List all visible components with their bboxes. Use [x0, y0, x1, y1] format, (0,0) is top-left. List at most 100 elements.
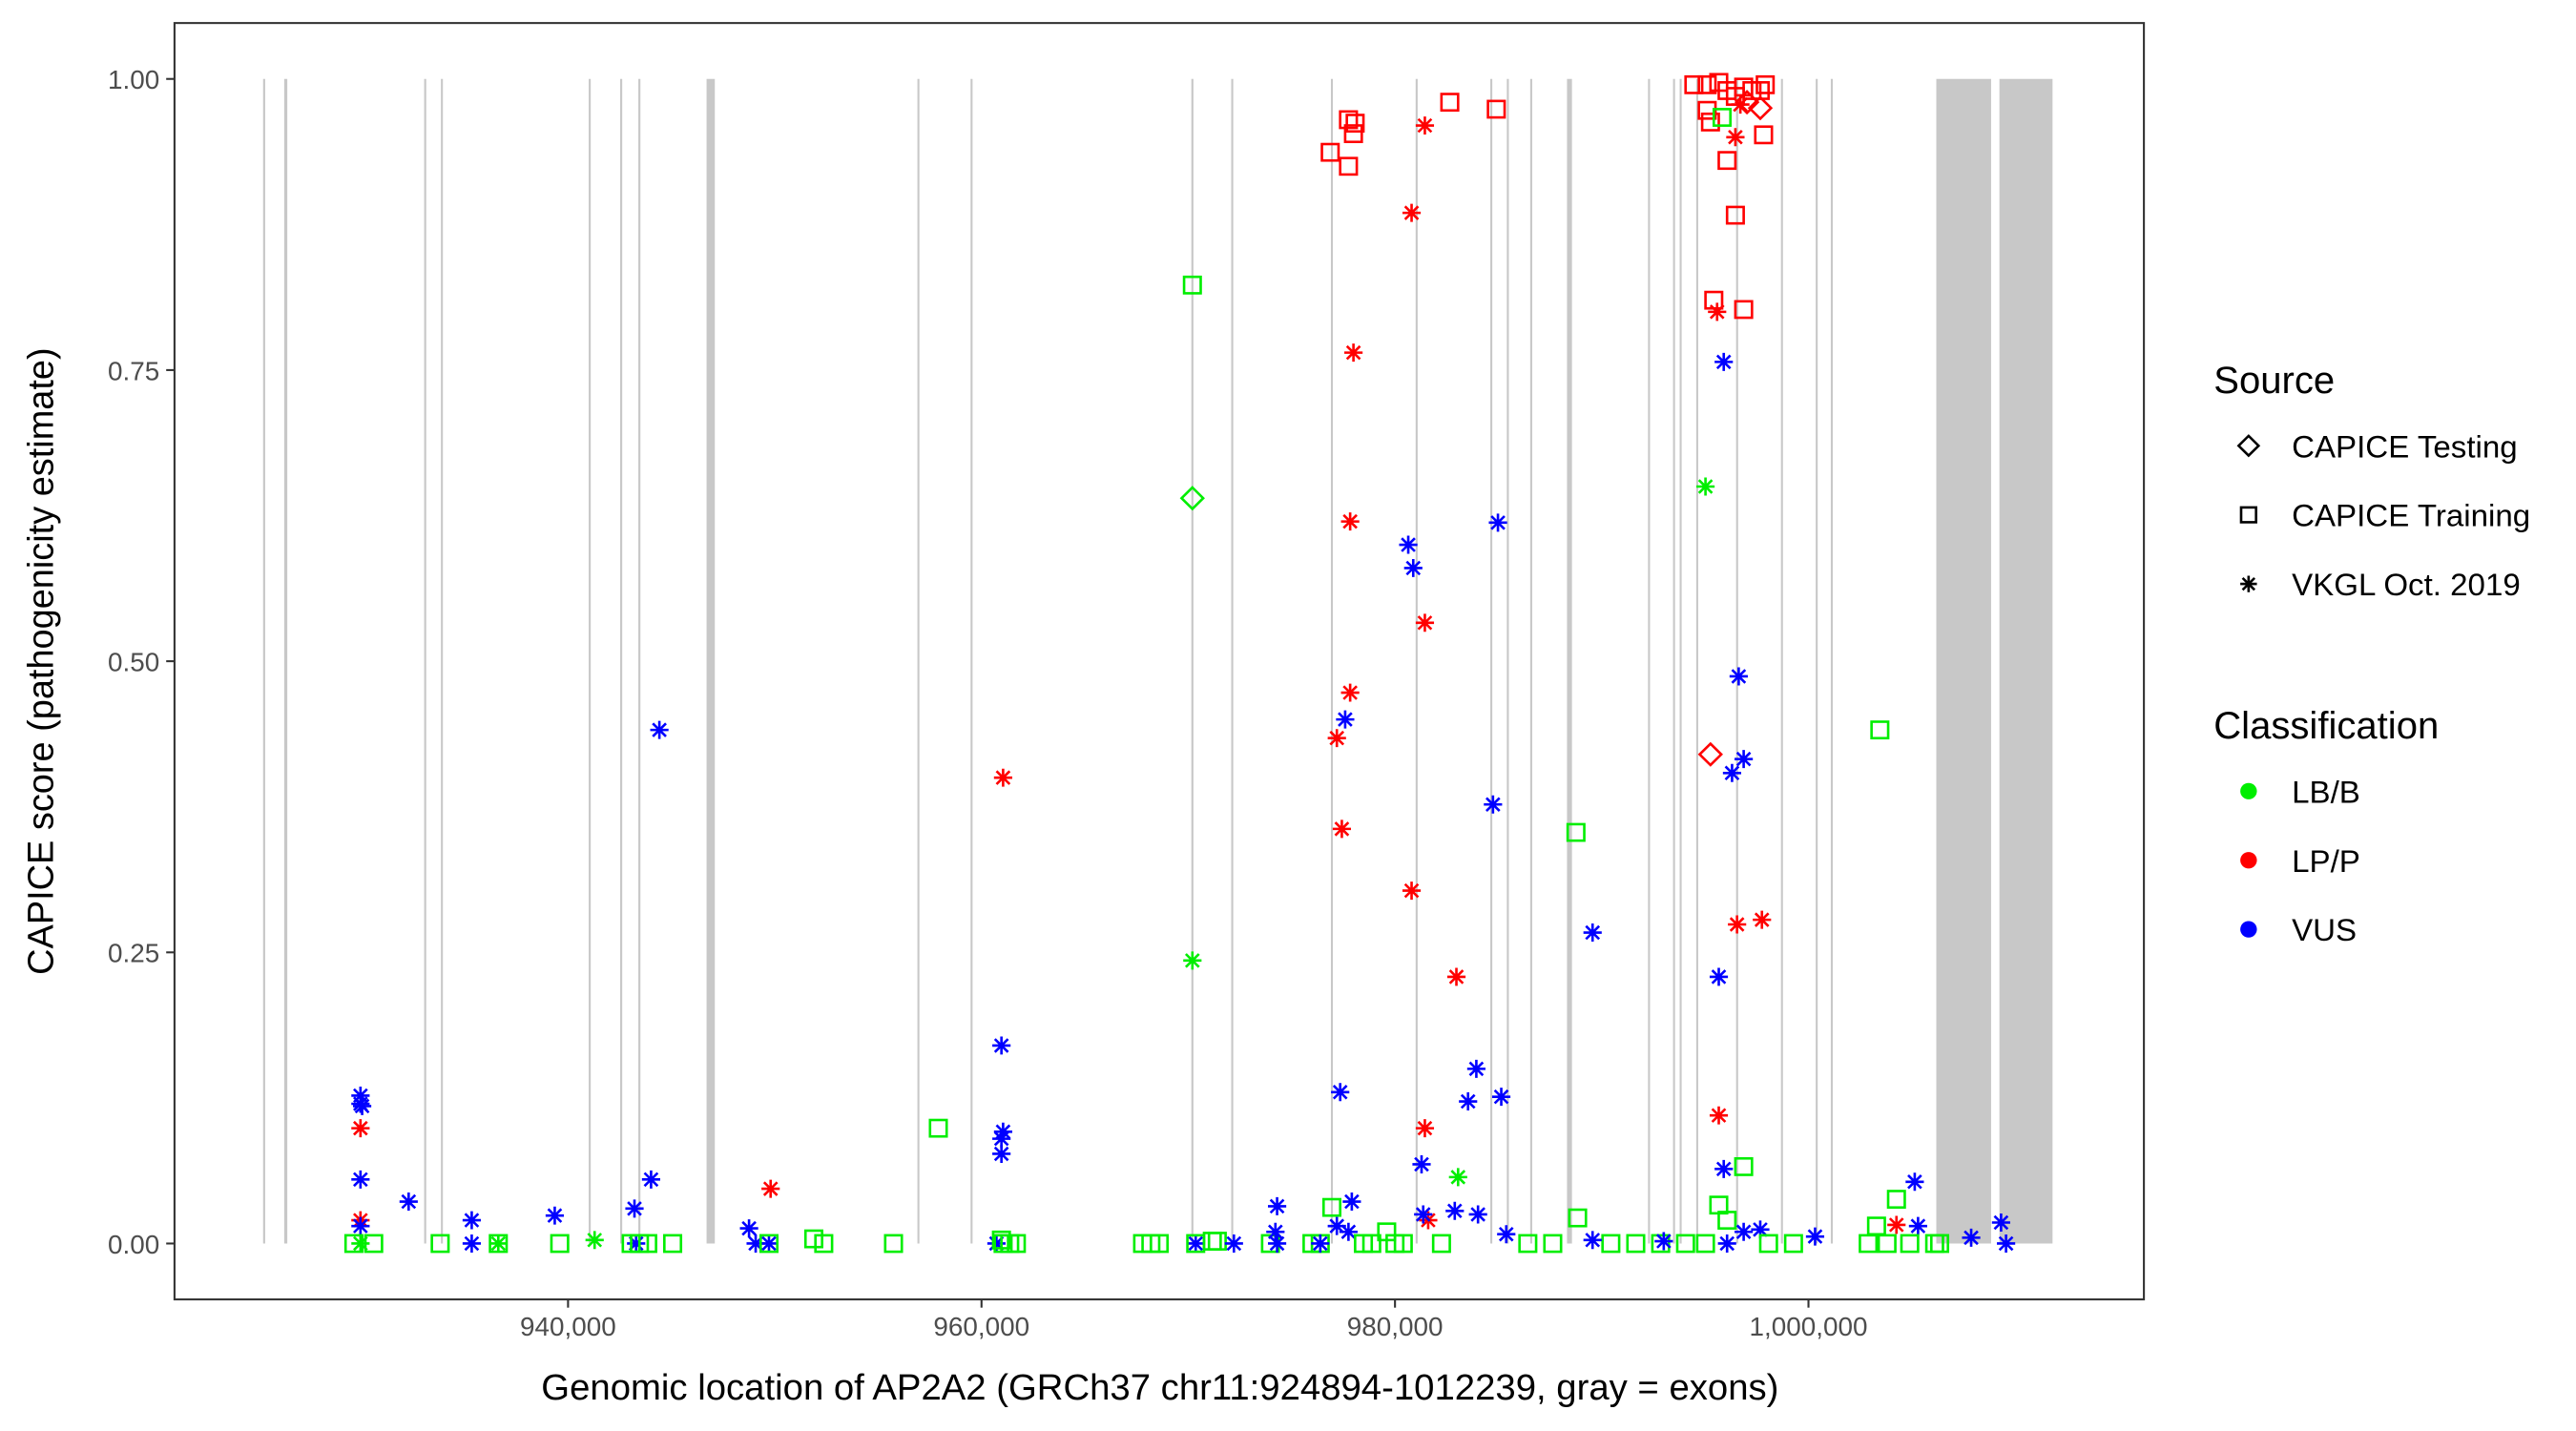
data-point-square-lb-b	[1651, 1234, 1671, 1254]
exon-band	[706, 78, 716, 1244]
data-point-square-lp-p	[1440, 93, 1460, 113]
data-point-asterisk-vus	[1751, 1220, 1770, 1239]
data-point-square-lb-b	[663, 1234, 683, 1254]
data-point-asterisk-vus	[1403, 558, 1423, 577]
data-point-asterisk-vus	[1722, 763, 1742, 782]
data-point-asterisk-vus	[1445, 1201, 1465, 1220]
exon-band	[1735, 78, 1738, 1244]
data-point-asterisk-vus	[1399, 535, 1418, 554]
exon-band	[1490, 78, 1493, 1244]
x-tick-label: 1,000,000	[1750, 1312, 1868, 1341]
x-axis-label: Genomic location of AP2A2 (GRCh37 chr11:…	[541, 1367, 1778, 1408]
data-point-asterisk-lp-p	[1340, 683, 1360, 702]
data-point-square-lb-b	[1518, 1234, 1538, 1254]
data-point-square-lb-b	[1877, 1234, 1897, 1254]
x-tick-label: 940,000	[520, 1312, 616, 1341]
data-point-square-lb-b	[1007, 1234, 1027, 1254]
data-point-asterisk-lp-p	[1709, 1106, 1729, 1125]
data-point-asterisk-vus	[1717, 1234, 1736, 1253]
data-point-square-lb-b	[1886, 1190, 1906, 1209]
data-point-asterisk-lp-p	[1887, 1215, 1906, 1234]
data-point-square-lb-b	[1734, 1156, 1754, 1176]
exon-band	[1191, 78, 1194, 1244]
data-point-square-lp-p	[1320, 142, 1340, 162]
data-point-asterisk-vus	[739, 1219, 758, 1238]
y-axis-ticks: 0.00 0.25 0.50 0.75 1.00	[108, 65, 175, 1259]
data-point-square-lp-p	[1725, 205, 1745, 225]
data-point-square-lb-b	[1712, 108, 1733, 127]
data-point-square-lb-b	[1675, 1234, 1695, 1254]
data-point-asterisk-lp-p	[993, 768, 1012, 787]
legend-dot-icon	[2240, 921, 2257, 938]
data-point-asterisk-vus	[1714, 352, 1734, 371]
data-point-square-lp-p	[1717, 151, 1737, 171]
data-point-diamond-lp-p	[1697, 741, 1723, 767]
data-point-square-lb-b	[1758, 1234, 1778, 1254]
x-tick-label: 960,000	[933, 1312, 1029, 1341]
data-point-asterisk-vus	[1735, 750, 1754, 769]
data-point-asterisk-lp-p	[1402, 881, 1422, 901]
data-point-square-lb-b	[1566, 822, 1586, 842]
data-point-asterisk-vus	[1267, 1234, 1287, 1253]
data-point-square-lp-p	[1339, 156, 1359, 176]
data-point-asterisk-lp-p	[1726, 128, 1745, 147]
x-axis-ticks: 940,000 960,000 980,000 1,000,000	[520, 1299, 1868, 1341]
data-point-asterisk-vus	[1497, 1225, 1516, 1244]
exon-band	[917, 78, 920, 1244]
data-point-asterisk-lb-b	[488, 1234, 508, 1253]
data-point-asterisk-lb-b	[351, 1234, 370, 1253]
data-point-asterisk-vus	[625, 1199, 644, 1218]
data-point-square-lb-b	[1859, 1234, 1879, 1254]
data-point-square-lb-b	[1321, 1197, 1342, 1217]
y-tick-label: 0.75	[108, 356, 159, 385]
data-point-asterisk-vus	[1267, 1196, 1287, 1215]
data-point-square-lb-b	[1568, 1208, 1588, 1228]
data-point-diamond-lp-p	[1747, 95, 1774, 121]
data-point-square-lb-b	[1717, 1211, 1737, 1230]
data-point-square-lp-p	[1754, 125, 1774, 145]
data-point-diamond-lp-p	[1734, 90, 1760, 115]
data-point-square-lb-b	[814, 1234, 834, 1254]
exon-band	[1695, 78, 1698, 1244]
data-point-asterisk-lp-p	[1340, 512, 1360, 531]
data-point-asterisk-lb-b	[1448, 1168, 1467, 1187]
exon-band	[638, 78, 641, 1244]
exon-bands	[262, 78, 2053, 1244]
exon-band	[424, 78, 426, 1244]
data-point-square-lb-b	[928, 1118, 948, 1138]
data-point-asterisk-lp-p	[1708, 302, 1727, 321]
data-point-asterisk-vus	[1962, 1228, 1981, 1247]
y-tick-label: 0.25	[108, 939, 159, 968]
y-axis-label: CAPICE score (pathogenicity estimate)	[21, 347, 62, 974]
legend-dot-icon	[2240, 852, 2257, 869]
legend-class-label: LB/B	[2292, 775, 2360, 810]
data-point-asterisk-vus	[992, 1144, 1011, 1163]
data-point-square-lb-b	[637, 1234, 657, 1254]
data-point-asterisk-vus	[1342, 1192, 1361, 1212]
data-point-asterisk-vus	[1488, 513, 1507, 532]
data-point-square-lb-b	[1601, 1234, 1621, 1254]
data-point-asterisk-lp-p	[1731, 95, 1750, 114]
data-point-asterisk-vus	[759, 1234, 779, 1253]
data-point-diamond-lb-b	[1179, 486, 1205, 511]
data-point-square-lb-b	[1182, 275, 1202, 295]
data-point-asterisk-lp-p	[1332, 819, 1352, 839]
data-point-asterisk-vus	[992, 1130, 1011, 1149]
legend-class-label: VUS	[2292, 912, 2357, 947]
exon-band	[1330, 78, 1334, 1244]
data-point-asterisk-vus	[1466, 1059, 1485, 1078]
data-point-square-lb-b	[1149, 1234, 1170, 1254]
data-point-asterisk-vus	[1654, 1232, 1673, 1251]
data-point-square-lb-b	[550, 1234, 570, 1254]
data-point-square-lp-p	[1486, 99, 1506, 119]
data-point-square-lb-b	[430, 1234, 450, 1254]
data-point-asterisk-lp-p	[1753, 910, 1772, 929]
data-point-asterisk-vus	[462, 1234, 482, 1253]
data-point-asterisk-lp-p	[761, 1179, 780, 1198]
data-point-asterisk-vus	[399, 1192, 418, 1212]
data-point-asterisk-lp-p	[1327, 729, 1346, 748]
data-point-square-lb-b	[1929, 1234, 1950, 1254]
data-point-square-lp-p	[1697, 74, 1717, 94]
x-tick-label: 980,000	[1347, 1312, 1444, 1341]
